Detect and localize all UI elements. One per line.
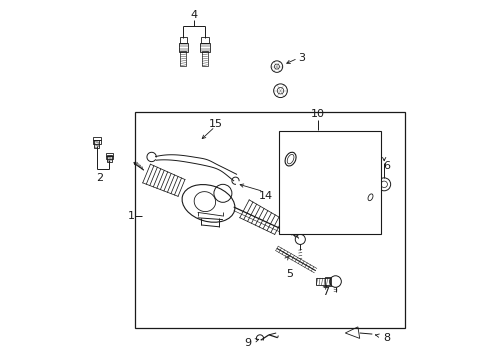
Bar [180, 51, 186, 66]
Bar [107, 155, 111, 162]
Bar [94, 140, 99, 148]
Ellipse shape [286, 154, 293, 164]
Text: 4: 4 [190, 10, 197, 21]
Text: 3: 3 [298, 53, 305, 63]
Text: 14: 14 [259, 191, 273, 201]
Text: 7: 7 [321, 287, 328, 297]
Bar [134, 112, 404, 328]
Text: 15: 15 [208, 119, 222, 129]
Bar [93, 137, 101, 140]
Text: 2: 2 [96, 173, 103, 183]
Bar [324, 277, 330, 286]
Text: 5: 5 [285, 269, 292, 279]
Text: 11: 11 [300, 184, 313, 194]
Text: 8: 8 [383, 333, 389, 343]
Bar [202, 51, 207, 66]
Text: 12: 12 [280, 155, 293, 165]
Text: 6: 6 [383, 161, 389, 171]
Text: 13: 13 [324, 215, 337, 225]
Ellipse shape [367, 194, 372, 201]
Bar [93, 140, 101, 144]
Bar [179, 37, 186, 43]
Text: 1: 1 [127, 211, 134, 221]
Bar [106, 153, 113, 156]
Bar [178, 43, 187, 52]
Bar [200, 43, 209, 52]
Text: 9: 9 [244, 338, 251, 348]
Bar [201, 37, 208, 43]
Bar [106, 156, 113, 159]
Text: 10: 10 [311, 109, 325, 119]
Bar [315, 278, 329, 285]
Bar [278, 131, 381, 234]
Ellipse shape [285, 152, 295, 166]
